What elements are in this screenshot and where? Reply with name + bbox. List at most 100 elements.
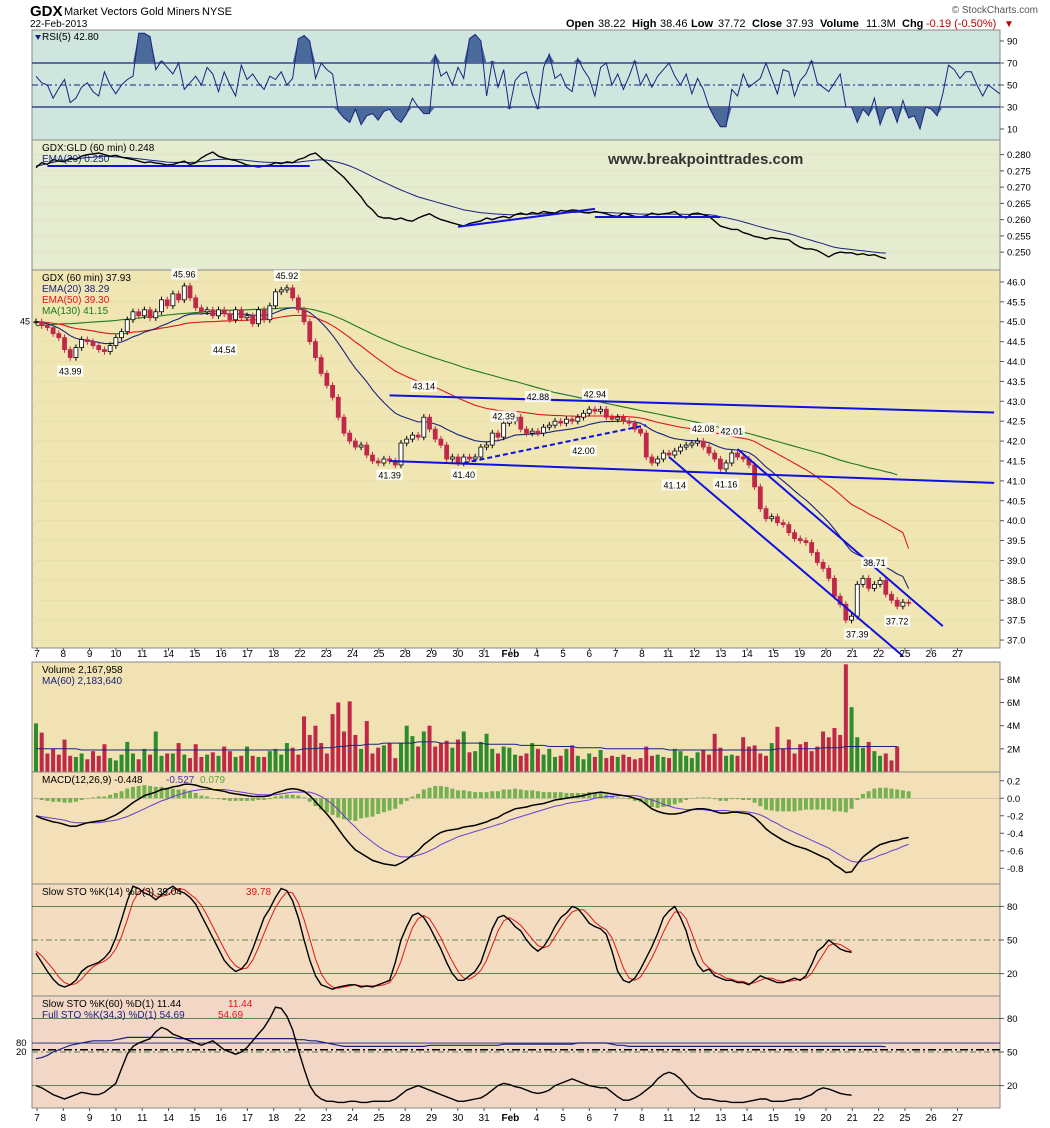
macd-histogram-bar [136, 786, 141, 799]
trendline [463, 424, 647, 464]
macd-histogram-bar [245, 798, 250, 801]
x-tick-label: 23 [321, 1113, 333, 1124]
x-tick-label: 15 [768, 1113, 780, 1124]
volume-bar [302, 716, 307, 772]
macd-histogram-bar [39, 798, 44, 800]
candle-body [717, 458, 723, 470]
macd-histogram-bar [370, 798, 375, 817]
candle-body [883, 579, 889, 595]
y-tick-label: 38.5 [1007, 576, 1026, 587]
volume-bar [410, 736, 415, 772]
macd-histogram-bar [792, 798, 797, 812]
macd-histogram-bar [427, 787, 432, 799]
candle-body [621, 416, 626, 422]
x-tick-label: 22 [873, 649, 885, 660]
volume-bar [895, 746, 900, 772]
macd-histogram-bar [478, 792, 483, 799]
y-tick-label: 45.5 [1007, 297, 1026, 308]
candle-body [586, 408, 592, 414]
volume-bar [62, 739, 67, 772]
y-tick-label: 20 [1007, 1081, 1018, 1092]
candle-body [552, 420, 558, 426]
volume-bar [518, 755, 523, 772]
volume-bar [262, 756, 267, 772]
y-tick-label: 46.0 [1007, 277, 1026, 288]
volume-bar [193, 744, 198, 772]
candle-body [79, 339, 85, 348]
volume-bar [421, 731, 426, 772]
volume-bar [119, 754, 124, 772]
price-annotation: 37.39 [846, 630, 869, 640]
candle-body [153, 311, 159, 319]
macd-histogram-bar [906, 791, 911, 799]
volume-bar [627, 756, 632, 772]
x-tick-label: Feb [502, 1113, 520, 1124]
candle-body [569, 418, 575, 422]
macd-histogram-bar [170, 788, 175, 799]
candle-body [136, 311, 142, 317]
candle-body [375, 460, 381, 464]
macd-histogram-bar [513, 788, 518, 799]
macd-histogram-bar [878, 787, 883, 799]
macd-histogram-bar [655, 798, 660, 808]
volume-bar [889, 760, 894, 772]
x-tick-label: 11 [137, 1113, 148, 1124]
legend-marker-icon [35, 35, 41, 40]
sto60-panel-bg [31, 995, 1001, 1109]
price-panel: 43.9945.9644.5445.9241.3943.1441.4042.39… [20, 268, 1026, 657]
macd-histogram-bar [718, 798, 723, 801]
candle-body [204, 309, 210, 313]
volume-bar [587, 753, 592, 772]
volume-value: 11.3M [866, 18, 896, 30]
macd-histogram-bar [262, 798, 267, 800]
x-tick-label: 7 [34, 1113, 40, 1124]
volume-bar [547, 748, 552, 772]
volume-bar [456, 739, 461, 772]
x-tick-label: 25 [899, 1113, 911, 1124]
x-tick-label: 9 [87, 1113, 93, 1124]
candle-body [695, 440, 700, 444]
candle-body [666, 452, 672, 456]
candle-body [832, 577, 837, 597]
annotation-bg [211, 344, 238, 356]
macd-histogram-bar [404, 798, 409, 801]
candle-body [278, 289, 284, 293]
candle-body [729, 452, 735, 464]
x-tick-label: 11 [137, 649, 148, 660]
volume-bar [764, 755, 769, 772]
candle-body [849, 615, 854, 621]
y-tick-label: 20 [1007, 969, 1018, 980]
macd-histogram-bar [467, 791, 472, 799]
volume-bar [860, 747, 865, 772]
x-tick-label: 15 [189, 649, 201, 660]
macd-histogram-bar [353, 798, 358, 821]
chg-value: -0.19 (-0.50%) [926, 18, 996, 30]
legend-entry: EMA(20) 38.29 [42, 284, 110, 295]
macd-histogram-bar [866, 791, 871, 799]
annotation-bg [273, 270, 300, 282]
volume-label: Volume [820, 18, 859, 30]
volume-bar [250, 755, 255, 772]
macd-histogram-bar [570, 793, 575, 799]
y-tick-label: 43.5 [1007, 377, 1026, 388]
volume-bar [530, 743, 535, 772]
macd-histogram-bar [661, 798, 666, 807]
annotation-bg [690, 422, 717, 434]
left-tick-label: 20 [16, 1047, 27, 1058]
y-tick-label: 40.5 [1007, 496, 1026, 507]
candle-body [609, 416, 615, 420]
macd-histogram-bar [575, 793, 580, 799]
macd-histogram-bar [119, 791, 124, 799]
x-tick-label: 8 [639, 649, 645, 660]
ma130-line [35, 307, 898, 476]
price-panel-bg [31, 269, 1001, 649]
x-tick-label: 11 [663, 1113, 674, 1124]
volume-bar [68, 755, 73, 772]
candle-body [221, 309, 227, 315]
macd-histogram-bar [330, 798, 335, 815]
macd-histogram-bar [79, 798, 84, 800]
x-tick-label: 8 [61, 1113, 67, 1124]
candle-body [843, 603, 849, 621]
volume-bar [290, 747, 295, 772]
